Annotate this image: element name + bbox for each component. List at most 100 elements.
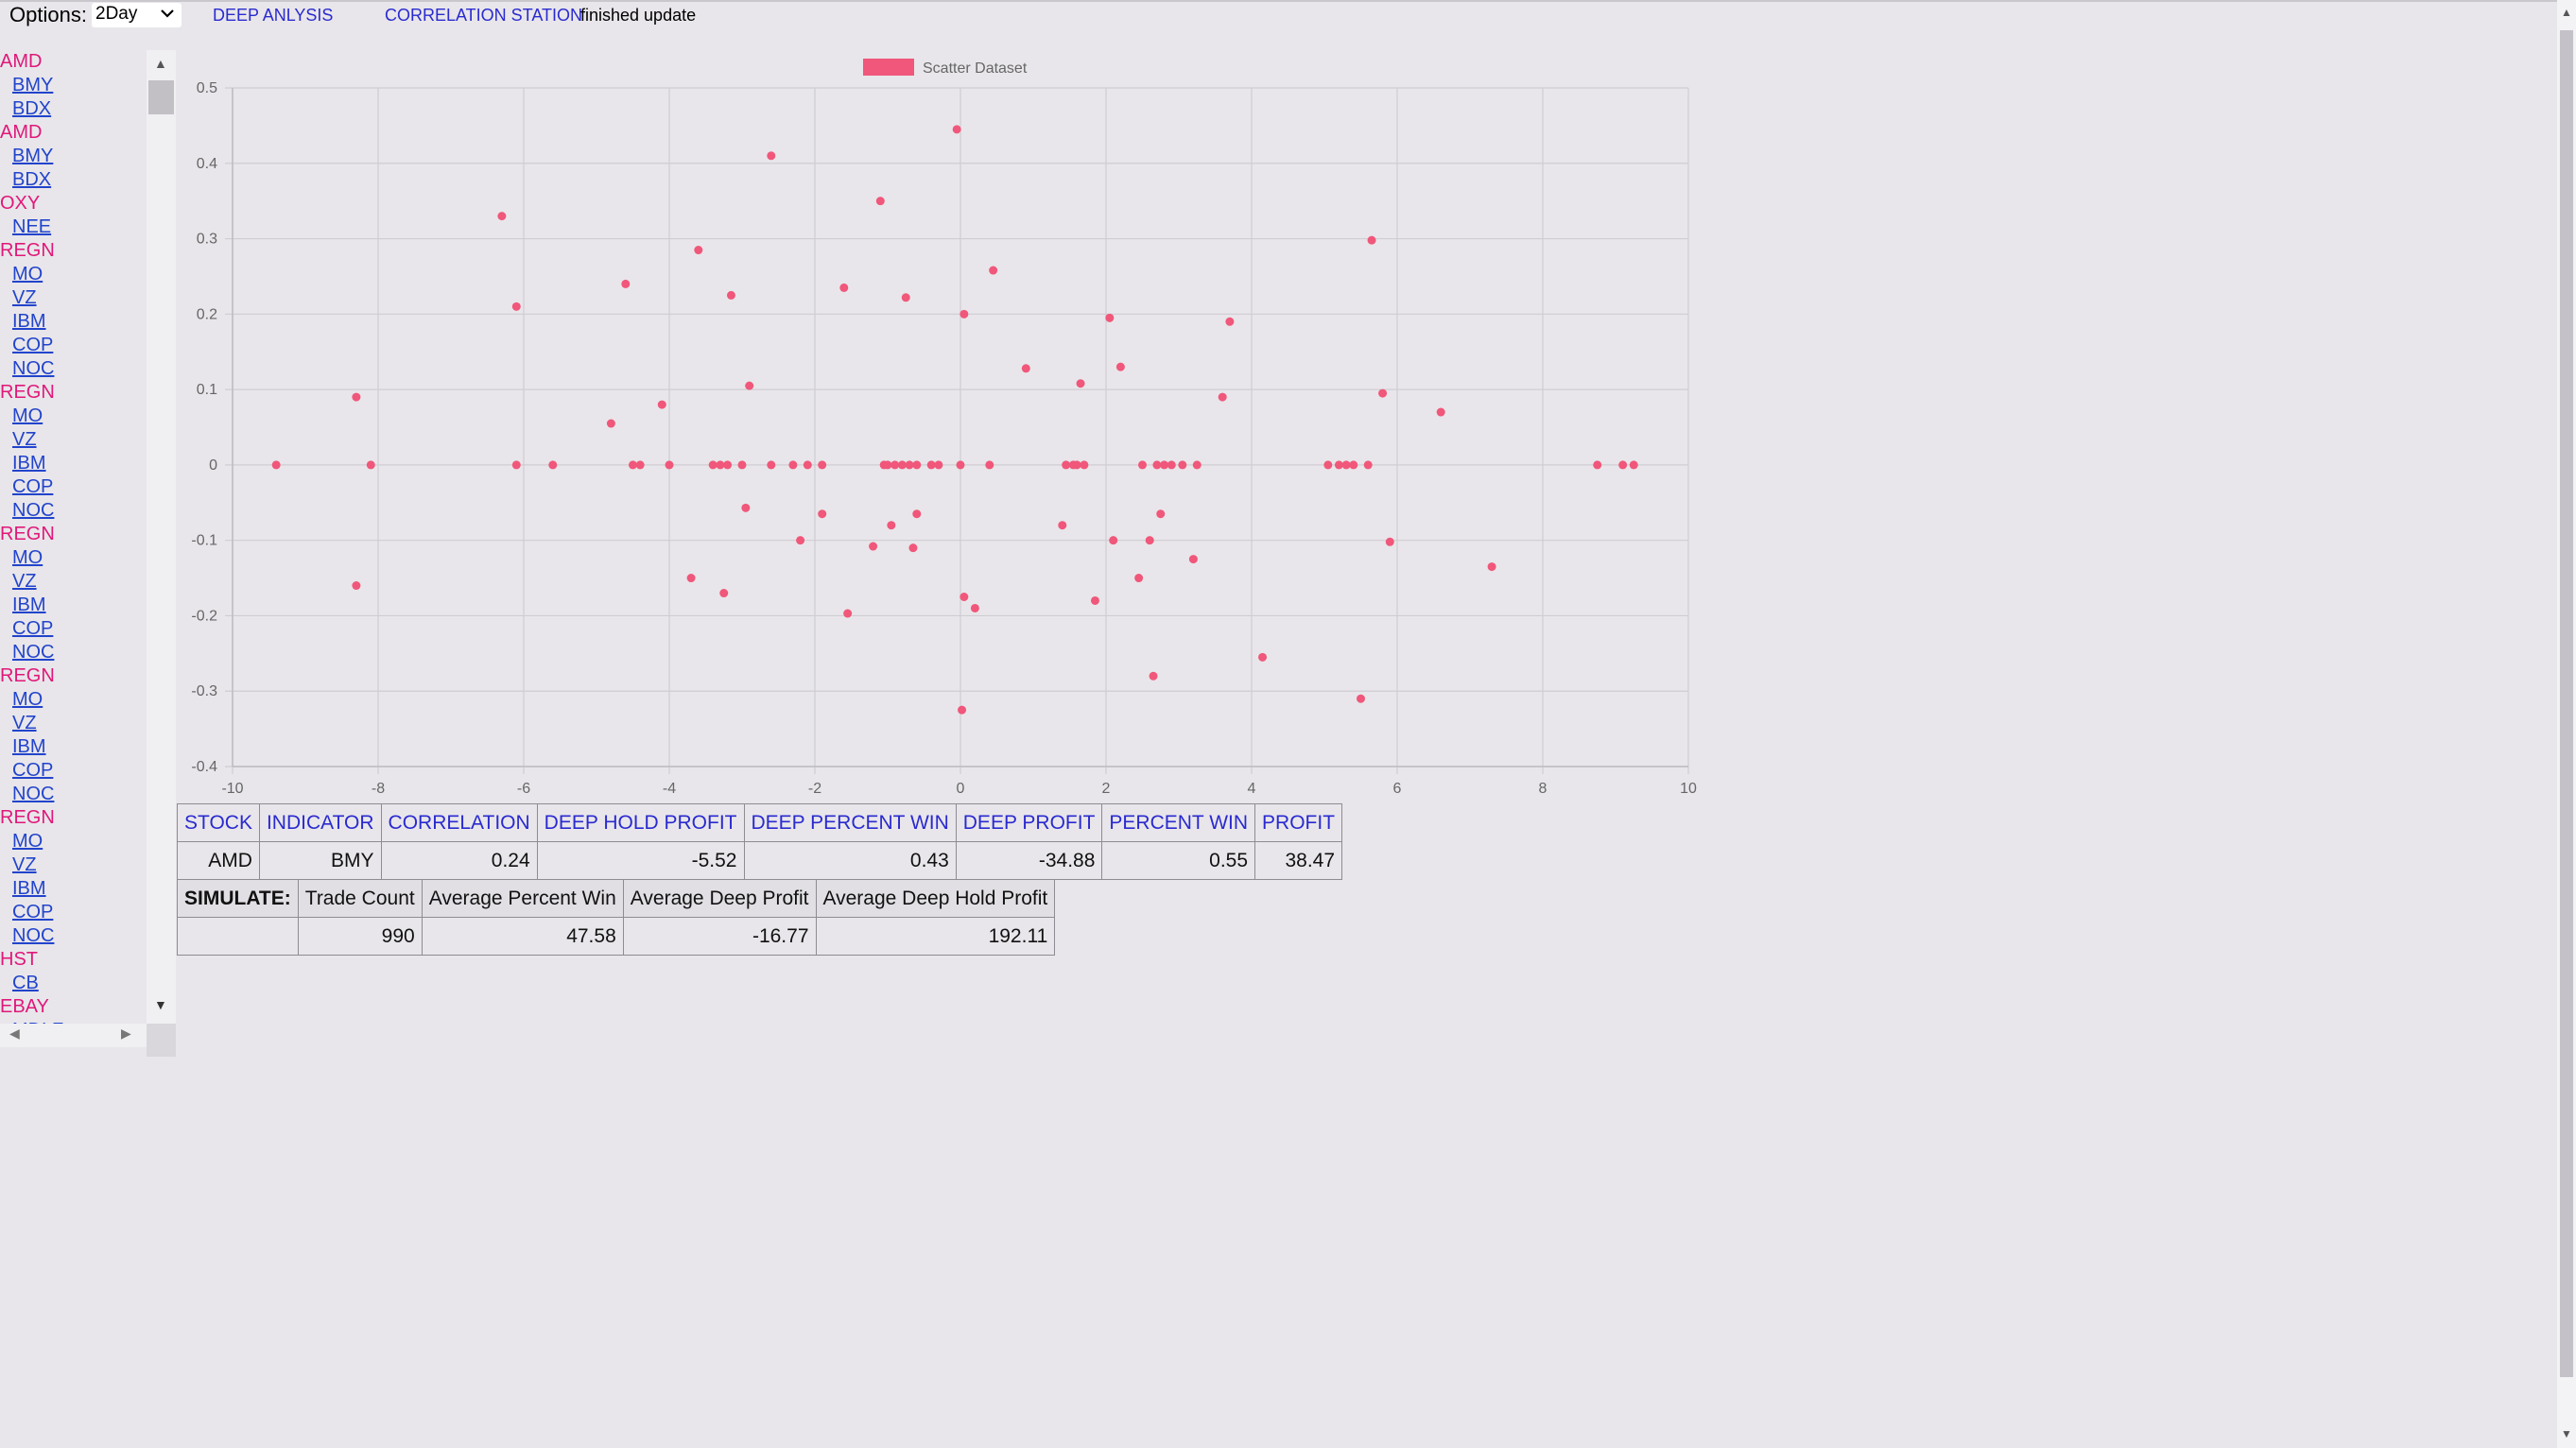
scatter-point[interactable]	[1363, 460, 1373, 470]
sidebar-indicator-link[interactable]: NOC	[12, 500, 55, 521]
scatter-point[interactable]	[352, 581, 361, 591]
scatter-point[interactable]	[1080, 460, 1089, 470]
scroll-up-arrow-icon[interactable]: ▲	[154, 56, 167, 71]
sidebar-indicator-link[interactable]: VZ	[12, 429, 37, 450]
scatter-point[interactable]	[1156, 509, 1166, 519]
scatter-point[interactable]	[511, 302, 521, 311]
scatter-point[interactable]	[1385, 537, 1394, 546]
sidebar-indicator-link[interactable]: NOC	[12, 358, 55, 379]
scatter-point[interactable]	[1109, 536, 1118, 545]
sidebar-indicator-link[interactable]: NOC	[12, 784, 55, 804]
sidebar-indicator-link[interactable]: IBM	[12, 595, 46, 615]
scatter-point[interactable]	[1357, 694, 1365, 703]
scatter-point[interactable]	[960, 309, 969, 319]
page-scroll-up-icon[interactable]: ▲	[2561, 6, 2572, 19]
scatter-point[interactable]	[741, 503, 751, 512]
sidebar-indicator-link[interactable]: COP	[12, 902, 54, 922]
scatter-point[interactable]	[869, 542, 878, 551]
scatter-point[interactable]	[708, 460, 717, 470]
scatter-point[interactable]	[1192, 460, 1202, 470]
sidebar-indicator-link[interactable]: MO	[12, 689, 43, 710]
scatter-point[interactable]	[271, 460, 281, 470]
scatter-point[interactable]	[767, 151, 776, 161]
scatter-point[interactable]	[1105, 313, 1115, 322]
page-scroll-down-icon[interactable]: ▼	[2561, 1427, 2572, 1440]
scatter-point[interactable]	[548, 460, 558, 470]
scatter-point[interactable]	[1167, 460, 1176, 470]
sidebar-indicator-link[interactable]: NEE	[12, 216, 52, 237]
sidebar-indicator-link[interactable]: BDX	[12, 98, 52, 119]
scatter-point[interactable]	[958, 705, 967, 715]
scatter-point[interactable]	[1258, 652, 1268, 662]
scatter-point[interactable]	[726, 290, 735, 300]
sidebar-indicator-link[interactable]: COP	[12, 476, 54, 497]
sidebar-indicator-link[interactable]: IBM	[12, 878, 46, 899]
sidebar-indicator-link[interactable]: VZ	[12, 571, 37, 592]
scatter-point[interactable]	[1134, 574, 1144, 583]
scatter-point[interactable]	[912, 509, 922, 519]
scatter-point[interactable]	[887, 521, 896, 530]
scatter-point[interactable]	[1058, 521, 1067, 530]
sidebar-indicator-link[interactable]: COP	[12, 760, 54, 781]
scatter-point[interactable]	[908, 543, 918, 553]
scroll-down-arrow-icon[interactable]: ▼	[154, 997, 167, 1012]
scatter-point[interactable]	[1218, 392, 1227, 402]
scatter-point[interactable]	[1593, 460, 1602, 470]
correlation-station-link[interactable]: CORRELATION STATION	[385, 6, 583, 25]
scatter-point[interactable]	[788, 460, 798, 470]
scatter-point[interactable]	[497, 212, 507, 221]
scatter-point[interactable]	[897, 460, 907, 470]
sidebar-indicator-link[interactable]: MO	[12, 831, 43, 852]
page-vertical-scrollbar[interactable]: ▲ ▼	[2557, 0, 2576, 1448]
sidebar-indicator-link[interactable]: BMY	[12, 146, 54, 166]
scatter-point[interactable]	[843, 609, 853, 618]
scatter-point[interactable]	[912, 460, 922, 470]
scroll-left-arrow-icon[interactable]: ◀	[9, 1026, 20, 1041]
scatter-point[interactable]	[629, 460, 637, 470]
scatter-point[interactable]	[934, 460, 943, 470]
scatter-point[interactable]	[1072, 460, 1081, 470]
scatter-point[interactable]	[1618, 460, 1628, 470]
sidebar-horizontal-scrollbar[interactable]: ◀ ▶	[0, 1024, 147, 1047]
page-scroll-thumb[interactable]	[2560, 30, 2573, 1377]
sidebar-indicator-link[interactable]: BDX	[12, 169, 52, 190]
sidebar-indicator-link[interactable]: IBM	[12, 311, 46, 332]
scatter-point[interactable]	[883, 460, 892, 470]
sidebar-indicator-link[interactable]: MDLZ	[0, 1019, 147, 1024]
sidebar-indicator-link[interactable]: NOC	[12, 925, 55, 946]
scatter-point[interactable]	[1021, 364, 1030, 373]
scatter-point[interactable]	[989, 266, 998, 275]
scatter-point[interactable]	[1062, 460, 1071, 470]
sidebar-indicator-link[interactable]: CB	[12, 973, 39, 993]
scatter-point[interactable]	[1225, 317, 1235, 326]
sidebar-indicator-link[interactable]: COP	[12, 618, 54, 639]
scatter-point[interactable]	[1076, 379, 1085, 388]
scroll-right-arrow-icon[interactable]: ▶	[121, 1026, 131, 1041]
sidebar-indicator-link[interactable]: NOC	[12, 642, 55, 663]
scatter-point[interactable]	[745, 381, 754, 390]
scatter-point[interactable]	[1188, 555, 1198, 564]
scatter-point[interactable]	[1341, 460, 1351, 470]
scatter-point[interactable]	[970, 603, 979, 612]
scatter-point[interactable]	[1149, 671, 1158, 681]
scatter-point[interactable]	[511, 460, 521, 470]
scatter-point[interactable]	[1160, 460, 1169, 470]
scatter-point[interactable]	[839, 283, 849, 292]
scatter-point[interactable]	[890, 460, 900, 470]
chart-legend[interactable]: Scatter Dataset	[863, 59, 1028, 77]
scatter-point[interactable]	[1138, 460, 1147, 470]
sidebar-indicator-link[interactable]: COP	[12, 335, 54, 355]
scatter-point[interactable]	[901, 293, 910, 302]
period-select[interactable]: 2Day	[92, 3, 182, 27]
sidebar-vertical-scrollbar[interactable]: ▲ ▼	[147, 50, 176, 1024]
scatter-point[interactable]	[803, 460, 812, 470]
scatter-point[interactable]	[635, 460, 645, 470]
scatter-point[interactable]	[875, 197, 885, 206]
sidebar-indicator-link[interactable]: VZ	[12, 854, 37, 875]
scatter-point[interactable]	[665, 460, 674, 470]
scatter-point[interactable]	[1334, 460, 1343, 470]
scatter-point[interactable]	[818, 509, 827, 519]
scatter-point[interactable]	[1323, 460, 1333, 470]
scatter-point[interactable]	[694, 246, 703, 255]
scatter-point[interactable]	[1378, 388, 1388, 398]
